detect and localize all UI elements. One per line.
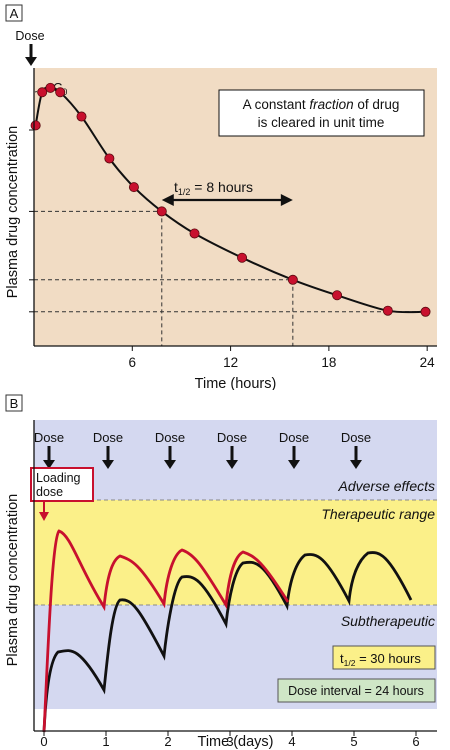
dose-label-b-0: Dose — [34, 430, 64, 445]
x-axis-label-b: Time (days) — [198, 734, 274, 750]
x-tick-label-a-2: 18 — [321, 355, 336, 370]
dose-interval-label: Dose interval = 24 hours — [288, 684, 424, 698]
halflife-a-value: = 8 hours — [190, 179, 253, 195]
data-point-a-1 — [38, 88, 47, 97]
dose-arrow-a — [25, 44, 37, 66]
data-point-a-2 — [46, 83, 55, 92]
x-tick-label-b-2: 2 — [164, 734, 171, 749]
loading-dose-label-1: Loading — [36, 471, 81, 485]
data-point-a-4 — [77, 112, 86, 121]
x-tick-label-a-3: 24 — [420, 355, 436, 370]
loading-dose-label-2: dose — [36, 485, 63, 499]
note-line-1: A constant fraction of drug — [243, 97, 400, 112]
dose-label-b-1: Dose — [93, 430, 123, 445]
data-point-a-10 — [288, 275, 297, 284]
halflife-a-sub: 1/2 — [178, 187, 191, 197]
x-tick-label-b-0: 0 — [40, 734, 47, 749]
x-tick-label-b-1: 1 — [102, 734, 109, 749]
dose-arrow-a-head — [25, 57, 37, 66]
chart-b: B Adverse effects Therapeutic range Subther… — [0, 390, 450, 750]
x-tick-label-a-1: 12 — [223, 355, 238, 370]
data-point-a-9 — [237, 253, 246, 262]
data-point-a-11 — [332, 291, 341, 300]
data-point-a-7 — [157, 207, 166, 216]
panel-b-label: B — [10, 396, 19, 411]
halflife-b-value: = 30 hours — [355, 651, 421, 666]
note-line-1-b: of drug — [354, 97, 400, 112]
x-tick-label-b-5: 5 — [350, 734, 357, 749]
data-point-a-5 — [105, 154, 114, 163]
halflife-b-sub: 1/2 — [344, 658, 356, 668]
data-point-a-8 — [190, 229, 199, 238]
zone-label-adverse: Adverse effects — [338, 478, 436, 494]
y-axis-label-b: Plasma drug concentration — [5, 494, 21, 667]
data-point-a-0 — [31, 121, 40, 130]
note-line-2: is cleared in unit time — [258, 115, 385, 130]
x-axis-label-a: Time (hours) — [195, 376, 277, 390]
dose-label-b-2: Dose — [155, 430, 185, 445]
dose-label-b-4: Dose — [279, 430, 309, 445]
data-point-a-12 — [383, 306, 392, 315]
zone-label-therapeutic: Therapeutic range — [321, 506, 435, 522]
note-line-1-italic: fraction — [309, 97, 353, 112]
zone-label-subtherapeutic: Subtherapeutic — [341, 613, 435, 629]
note-line-1-a: A constant — [243, 97, 310, 112]
dose-label-b-5: Dose — [341, 430, 371, 445]
x-tick-label-b-6: 6 — [412, 734, 419, 749]
data-point-a-13 — [421, 307, 430, 316]
x-tick-label-a-0: 6 — [129, 355, 137, 370]
x-tick-label-b-4: 4 — [288, 734, 295, 749]
dose-label-a: Dose — [15, 29, 44, 43]
y-axis-label-a: Plasma drug concentration — [5, 126, 21, 299]
data-point-a-3 — [56, 88, 65, 97]
panel-a-label: A — [10, 6, 19, 21]
dose-label-b-3: Dose — [217, 430, 247, 445]
data-point-a-6 — [129, 183, 138, 192]
